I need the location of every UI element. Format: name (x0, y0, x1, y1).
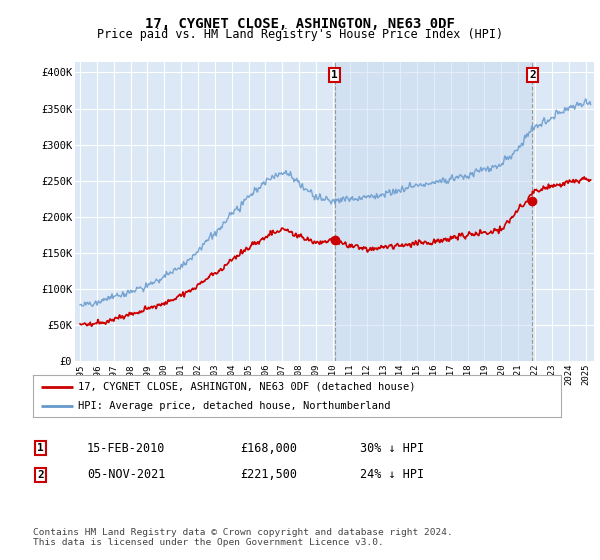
Text: 1: 1 (331, 69, 338, 80)
Text: 05-NOV-2021: 05-NOV-2021 (87, 468, 166, 482)
Text: 15-FEB-2010: 15-FEB-2010 (87, 441, 166, 455)
Text: £168,000: £168,000 (240, 441, 297, 455)
Text: 24% ↓ HPI: 24% ↓ HPI (360, 468, 424, 482)
Text: 17, CYGNET CLOSE, ASHINGTON, NE63 0DF (detached house): 17, CYGNET CLOSE, ASHINGTON, NE63 0DF (d… (78, 381, 415, 391)
Text: 1: 1 (37, 443, 44, 453)
Bar (335, 62, 532, 361)
Text: Contains HM Land Registry data © Crown copyright and database right 2024.
This d: Contains HM Land Registry data © Crown c… (33, 528, 453, 547)
Text: £221,500: £221,500 (240, 468, 297, 482)
Text: Price paid vs. HM Land Registry's House Price Index (HPI): Price paid vs. HM Land Registry's House … (97, 28, 503, 41)
Text: HPI: Average price, detached house, Northumberland: HPI: Average price, detached house, Nort… (78, 401, 391, 411)
Text: 30% ↓ HPI: 30% ↓ HPI (360, 441, 424, 455)
Text: 17, CYGNET CLOSE, ASHINGTON, NE63 0DF: 17, CYGNET CLOSE, ASHINGTON, NE63 0DF (145, 17, 455, 31)
Text: 2: 2 (529, 69, 536, 80)
Text: 2: 2 (37, 470, 44, 480)
